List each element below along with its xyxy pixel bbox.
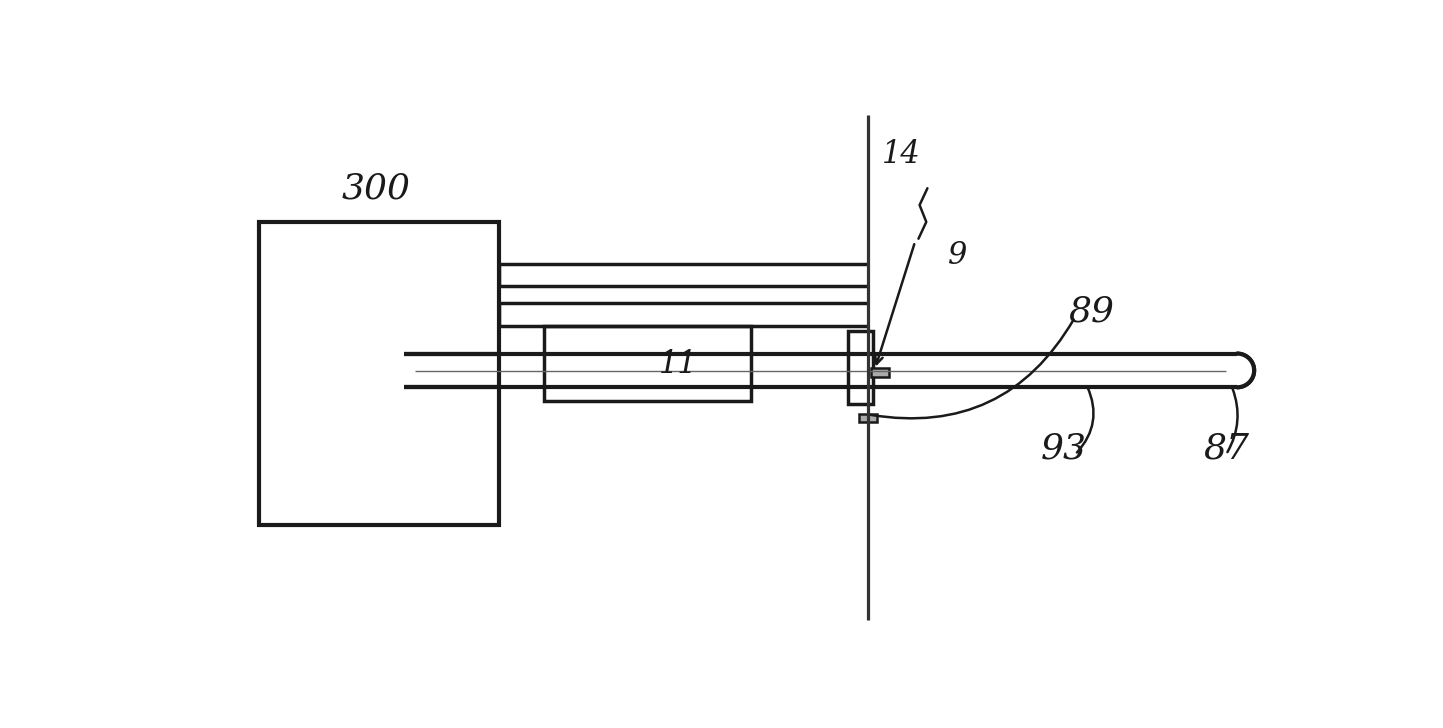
Text: 9: 9 [948, 240, 967, 271]
Bar [848, 331, 873, 404]
Text: 14: 14 [882, 139, 921, 170]
Text: 87: 87 [1203, 432, 1250, 466]
Text: 93: 93 [1040, 432, 1087, 466]
Text: 11: 11 [658, 349, 697, 380]
Bar [258, 222, 499, 525]
Text: 300: 300 [342, 171, 411, 205]
Bar [859, 414, 877, 422]
Bar [872, 368, 889, 376]
Text: 89: 89 [1069, 295, 1115, 328]
Polygon shape [1237, 354, 1254, 387]
Bar [544, 325, 750, 401]
